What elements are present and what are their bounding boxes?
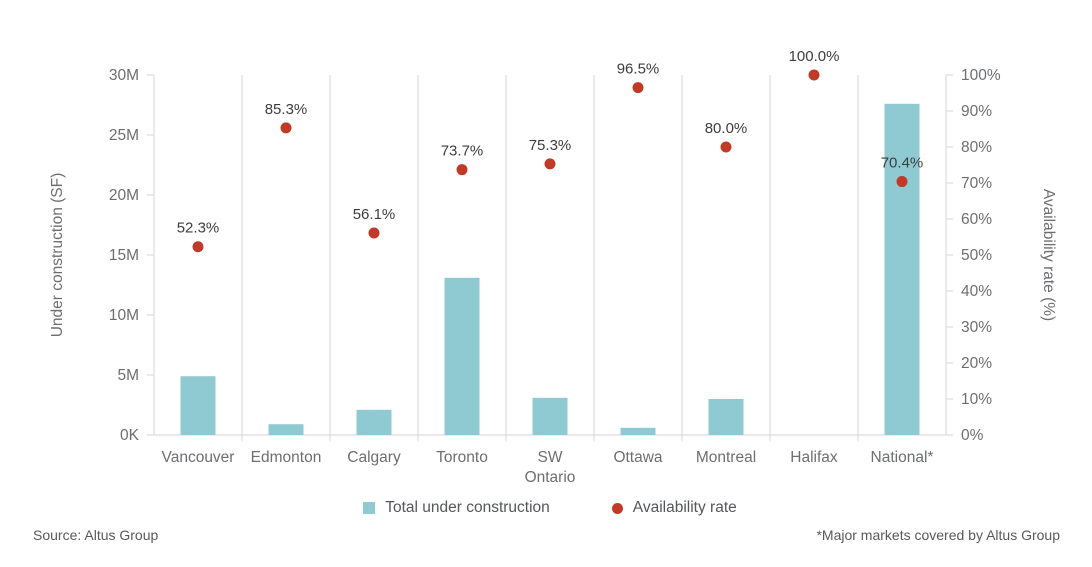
combo-chart: 30M 25M 20M 15M 10M 5M 0K 100% 90% 80% 70% 60% 50% 40… [49,48,1057,486]
point-label-calgary: 56.1% [353,206,396,223]
right-axis-tick-label: 50% [961,247,992,264]
bar-ottawa [620,427,656,435]
point-toronto [456,164,468,176]
point-label-national: 70.4% [881,155,924,172]
right-axis-tick-label: 70% [961,175,992,192]
left-axis-tick-label: 25M [109,127,139,144]
point-edmonton [280,122,292,134]
category-label-montreal: Montreal [696,449,756,466]
bar-edmonton [268,424,304,435]
left-axis-tick-label: 20M [109,187,139,204]
category-label-halifax: Halifax [790,449,838,466]
right-axis-tick-label: 30% [961,319,992,336]
right-axis-title: Availability rate (%) [1040,189,1057,321]
dot-swatch-icon [611,502,623,514]
left-axis-tick-label: 0K [120,427,140,444]
category-label-sw-ontario: Ontario [525,469,576,486]
category-label-ottawa: Ottawa [613,449,662,466]
point-label-edmonton: 85.3% [265,101,308,118]
bar-sw-ontario [532,397,568,435]
source-note: Source: Altus Group [33,527,159,543]
category-label-edmonton: Edmonton [251,449,322,466]
left-axis-tick-label: 15M [109,247,139,264]
point-label-toronto: 73.7% [441,143,484,160]
legend-item-total-under-construction: Total under construction [363,499,550,517]
point-label-montreal: 80.0% [705,120,748,137]
category-label-national: National* [871,449,934,466]
left-axis-tick-label: 30M [109,67,139,84]
point-vancouver [192,241,204,253]
left-axis-title: Under construction (SF) [49,173,66,338]
bar-calgary [356,409,392,435]
legend-label-availability-rate: Availability rate [632,499,737,516]
category-label-toronto: Toronto [436,449,488,466]
bar-vancouver [180,376,216,435]
bar-national [884,103,920,436]
point-halifax [808,69,820,81]
point-national [896,176,908,188]
left-axis-tick-label: 10M [109,307,139,324]
footnote: *Major markets covered by Altus Group [816,527,1060,543]
point-label-sw-ontario: 75.3% [529,137,572,154]
legend-item-availability-rate: Availability rate [611,499,737,517]
point-label-vancouver: 52.3% [177,220,220,237]
bar-montreal [708,399,744,435]
legend-label-total-under-construction: Total under construction [385,499,550,516]
point-calgary [368,227,380,239]
point-sw-ontario [544,158,556,170]
category-label-calgary: Calgary [347,449,401,466]
legend: Total under construction Availability ra… [154,499,946,517]
right-axis-tick-label: 60% [961,211,992,228]
right-axis-tick-label: 0% [961,427,984,444]
point-montreal [720,141,732,153]
bar-swatch-icon [363,502,376,514]
right-axis-tick-label: 90% [961,103,992,120]
left-axis-tick-label: 5M [117,367,139,384]
point-ottawa [632,82,644,94]
point-label-halifax: 100.0% [789,48,840,65]
bar-toronto [444,277,480,435]
right-axis-tick-label: 80% [961,139,992,156]
right-axis-tick-label: 100% [961,67,1001,84]
right-axis-tick-label: 20% [961,355,992,372]
right-axis-tick-label: 40% [961,283,992,300]
category-label-vancouver: Vancouver [162,449,235,466]
category-label-sw-ontario: SW [538,449,563,466]
point-label-ottawa: 96.5% [617,61,660,78]
right-axis-tick-label: 10% [961,391,992,408]
